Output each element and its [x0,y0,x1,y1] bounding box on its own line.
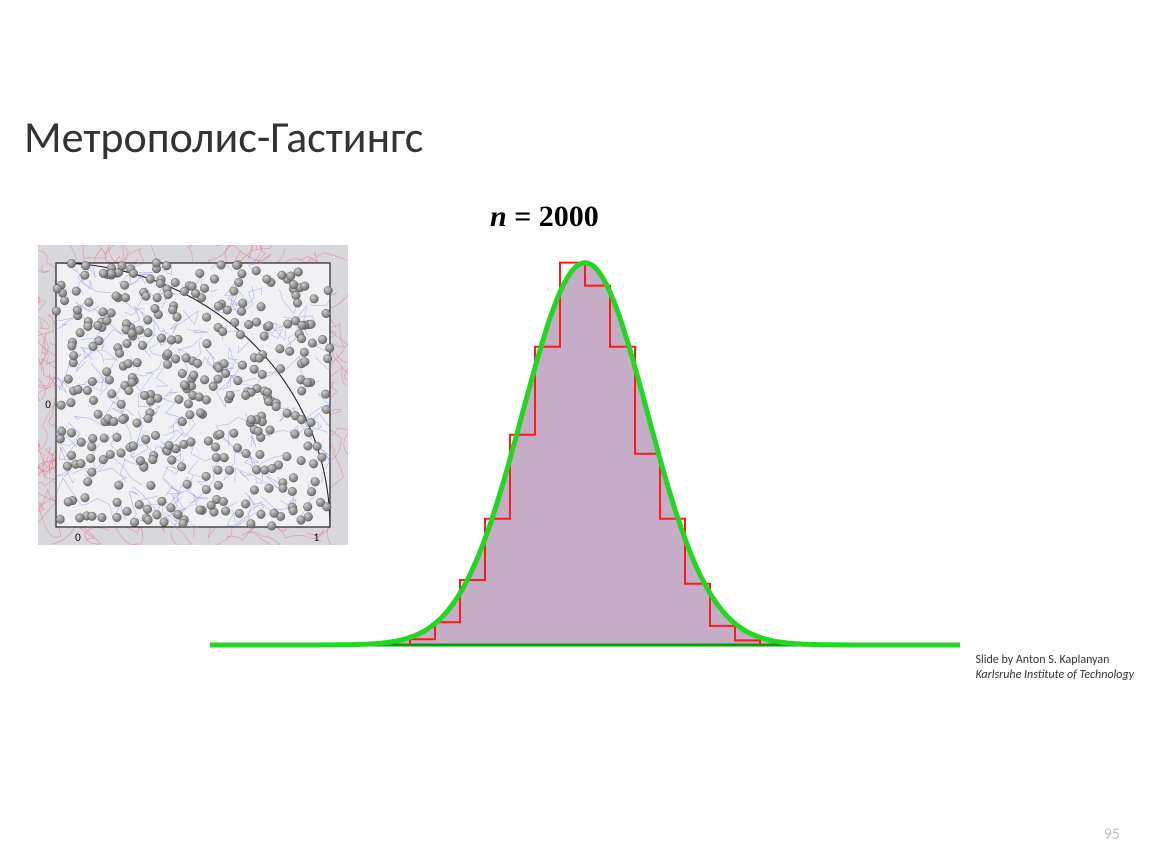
sample-size-label: n = 2000 [490,200,599,234]
n-var: n [490,200,507,233]
page-number: 95 [1104,825,1120,844]
n-value: 2000 [539,200,599,233]
attribution-institute: Karlsruhe Institute of Technology [975,668,1134,684]
slide-title: Метрополис-Гастингс [24,110,423,164]
svg-text:0: 0 [75,531,81,544]
distribution-chart [210,240,960,660]
attribution: Slide by Anton S. Kaplanyan Karlsruhe In… [975,653,1134,684]
attribution-author: Slide by Anton S. Kaplanyan [975,653,1134,669]
n-eq: = [507,200,539,233]
svg-text:0: 0 [45,398,51,411]
